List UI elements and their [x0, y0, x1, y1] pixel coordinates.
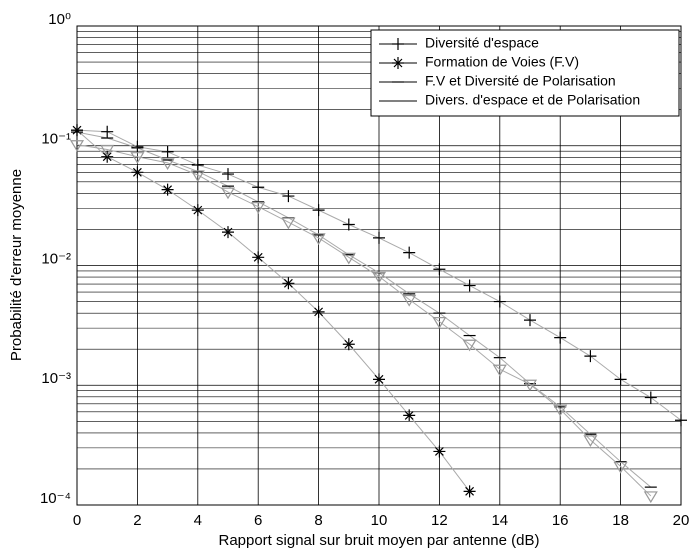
- plot-frame: [76, 25, 682, 506]
- x-tick-label: 6: [254, 512, 262, 529]
- marker: [252, 181, 265, 194]
- x-tick-label: 20: [673, 512, 690, 529]
- marker: [69, 140, 85, 152]
- marker: [101, 125, 114, 138]
- marker: [161, 183, 174, 196]
- marker: [522, 379, 538, 392]
- x-tick-label: 8: [314, 512, 322, 529]
- marker: [252, 251, 265, 264]
- marker: [341, 252, 356, 265]
- marker: [463, 485, 476, 498]
- marker: [493, 295, 506, 308]
- marker: [342, 218, 355, 231]
- marker: [191, 204, 204, 217]
- marker: [614, 373, 627, 386]
- marker: [554, 331, 567, 344]
- marker: [392, 38, 404, 50]
- x-tick-label: 4: [194, 512, 202, 529]
- marker: [281, 217, 296, 230]
- x-tick-label: 18: [612, 512, 629, 529]
- marker: [220, 187, 236, 200]
- series-line: [76, 144, 652, 497]
- marker: [613, 461, 628, 474]
- marker: [433, 445, 446, 458]
- marker: [462, 339, 477, 352]
- marker: [101, 150, 114, 163]
- series-line: [76, 129, 470, 492]
- marker: [392, 57, 404, 69]
- x-axis-label: Rapport signal sur bruit moyen par anten…: [218, 532, 539, 549]
- marker: [524, 314, 536, 327]
- marker: [371, 271, 387, 284]
- marker: [463, 279, 476, 292]
- marker: [71, 124, 83, 137]
- legend-label: Formation de Voies (F.V): [425, 54, 579, 70]
- marker: [312, 204, 325, 217]
- marker: [130, 152, 145, 164]
- marker: [643, 491, 658, 504]
- marker: [191, 159, 204, 172]
- marker: [433, 263, 446, 276]
- marker: [373, 373, 385, 386]
- marker: [160, 158, 175, 171]
- marker: [312, 305, 325, 318]
- x-tick-label: 2: [133, 512, 141, 529]
- x-tick-label: 10: [371, 512, 388, 529]
- marker: [373, 231, 385, 244]
- legend-label: F.V et Diversité de Polarisation: [425, 73, 616, 89]
- marker: [282, 277, 295, 290]
- y-axis-label: Probabilité d'erreur moyenne: [8, 169, 25, 361]
- legend-label: Diversité d'espace: [425, 35, 539, 51]
- marker: [311, 233, 326, 246]
- marker: [403, 246, 416, 259]
- x-tick-label: 16: [552, 512, 569, 529]
- y-tick-label: 10⁻⁴: [40, 490, 71, 507]
- marker: [190, 170, 205, 183]
- x-tick-label: 12: [431, 512, 448, 529]
- marker: [553, 404, 568, 417]
- x-tick-label: 0: [73, 512, 81, 529]
- marker: [282, 190, 295, 203]
- y-tick-label: 10⁻²: [41, 250, 71, 267]
- marker: [402, 294, 417, 307]
- series-line: [76, 131, 652, 488]
- y-tick-label: 10⁰: [48, 11, 71, 28]
- legend-label: Divers. d'espace et de Polarisation: [425, 92, 640, 108]
- x-tick-label: 14: [491, 512, 508, 529]
- y-tick-label: 10⁻³: [41, 370, 71, 387]
- marker: [584, 350, 597, 363]
- marker: [222, 168, 234, 181]
- marker: [432, 317, 447, 329]
- marker: [100, 144, 115, 157]
- marker: [342, 338, 355, 351]
- marker: [131, 166, 144, 179]
- legend-box: [370, 29, 680, 117]
- marker: [644, 391, 657, 404]
- marker: [161, 145, 174, 158]
- marker: [222, 226, 234, 239]
- marker: [675, 414, 687, 427]
- marker: [251, 202, 266, 214]
- marker: [403, 409, 416, 422]
- y-tick-label: 10⁻¹: [41, 131, 71, 148]
- marker: [492, 364, 507, 377]
- marker: [583, 435, 598, 448]
